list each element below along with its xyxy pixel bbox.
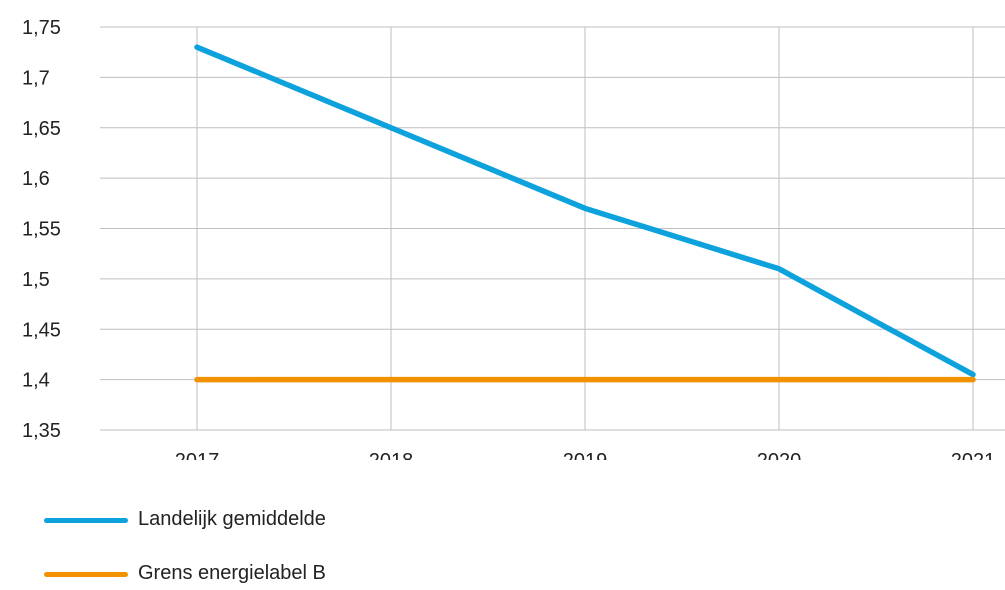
y-tick-label: 1,35: [22, 420, 61, 442]
legend-item-landelijk-gemiddelde: Landelijk gemiddelde: [44, 506, 544, 536]
x-tick-label: 2017: [175, 450, 220, 460]
grid-lines: [100, 27, 1005, 430]
y-axis-ticks: 1,35 1,4 1,45 1,5 1,55 1,6 1,65 1,7 1,75: [22, 17, 61, 442]
legend-swatch-landelijk-gemiddelde: [44, 518, 128, 523]
y-tick-label: 1,75: [22, 17, 61, 39]
y-tick-label: 1,55: [22, 219, 61, 241]
legend-label-grens-energielabel-b: Grens energielabel B: [138, 562, 326, 585]
y-tick-label: 1,6: [22, 168, 50, 190]
x-axis-ticks: 2017 2018 2019 2020 2021: [175, 450, 996, 460]
x-tick-label: 2020: [757, 450, 802, 460]
y-tick-label: 1,4: [22, 370, 50, 392]
y-tick-label: 1,5: [22, 269, 50, 291]
x-tick-label: 2018: [369, 450, 414, 460]
y-tick-label: 1,65: [22, 118, 61, 140]
x-tick-label: 2019: [563, 450, 608, 460]
y-tick-label: 1,45: [22, 319, 61, 341]
legend-label-landelijk-gemiddelde: Landelijk gemiddelde: [138, 508, 326, 531]
y-tick-label: 1,7: [22, 67, 50, 89]
line-chart: 1,351,41,451,51,551,61,651,71,75 2017201…: [0, 0, 1005, 460]
legend-swatch-grens-energielabel-b: [44, 572, 128, 577]
x-tick-label: 2021: [951, 450, 996, 460]
legend-item-grens-energielabel-b: Grens energielabel B: [44, 560, 544, 590]
